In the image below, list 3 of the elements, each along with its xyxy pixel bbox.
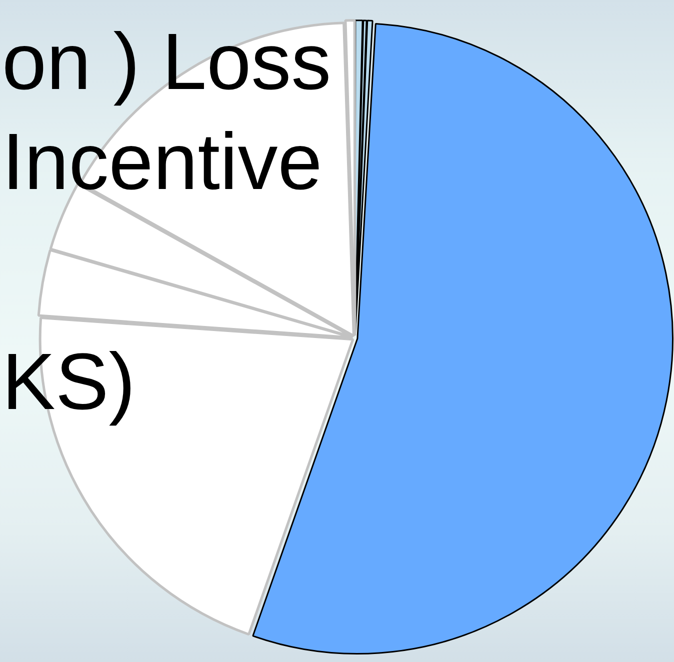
text: Incentive bbox=[2, 117, 322, 206]
text: KS) bbox=[2, 337, 136, 426]
text: on ) Loss bbox=[2, 17, 332, 106]
